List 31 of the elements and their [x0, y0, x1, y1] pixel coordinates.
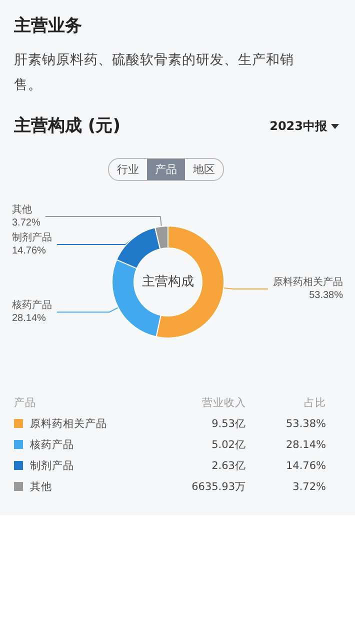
- legend-label: 原料药相关产品: [30, 416, 107, 430]
- slice-label: 其他: [12, 203, 32, 216]
- data-label: 14.76%: [12, 245, 46, 256]
- text: 主营构成: [142, 274, 194, 290]
- data-label: 3.72%: [12, 217, 40, 228]
- data-label: 28.14%: [12, 313, 46, 324]
- text: 53.38%: [286, 418, 326, 430]
- text: 营业收入: [201, 396, 246, 410]
- text: 6635.93万: [190, 480, 246, 494]
- legend-label: 核药产品: [30, 438, 74, 452]
- text: 行业: [116, 162, 140, 178]
- chart-title: 主营业务: [14, 15, 82, 37]
- text: 2023中报: [270, 118, 327, 135]
- legend-label: 制剂产品: [30, 458, 74, 472]
- text: 28.14%: [286, 438, 326, 450]
- text: 占比: [303, 396, 326, 410]
- text: 9.53亿: [210, 416, 246, 430]
- text: 2.63亿: [210, 458, 246, 472]
- text: 产品: [14, 396, 36, 410]
- text: 主营构成 (元): [14, 115, 120, 137]
- slice-label: 原料药相关产品: [273, 276, 343, 288]
- slice-label: 核药产品: [11, 299, 52, 312]
- chart-subtitle: 肝素钠原料药、硫酸软骨素的研发、生产和销售。: [14, 51, 295, 95]
- text: 14.76%: [286, 460, 326, 472]
- legend-label: 其他: [30, 480, 52, 494]
- text: 3.72%: [292, 480, 326, 492]
- text: 5.02亿: [210, 438, 246, 452]
- text: 地区: [192, 162, 216, 178]
- text: 产品: [147, 159, 185, 180]
- slice-label: 制剂产品: [12, 231, 52, 244]
- data-label: 53.38%: [309, 290, 344, 301]
